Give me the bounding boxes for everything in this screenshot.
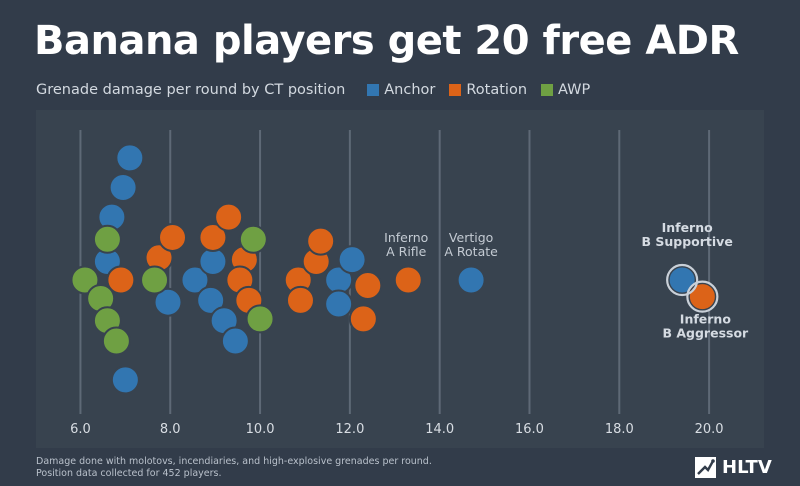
x-tick-label: 16.0 — [515, 422, 544, 437]
annotation-label: B Aggressor — [662, 326, 749, 341]
legend-item-awp: AWP — [541, 82, 590, 98]
point-anchor — [456, 265, 486, 295]
page-title: Banana players get 20 free ADR — [34, 18, 739, 64]
footnote-line-2: Position data collected for 452 players. — [36, 468, 222, 479]
point-awp — [101, 326, 131, 356]
point-anchor — [198, 247, 228, 276]
annotation-label: B Supportive — [641, 234, 732, 249]
x-tick-label: 18.0 — [605, 422, 634, 437]
legend-swatch-rotation — [449, 84, 462, 96]
point-anchor — [337, 245, 367, 275]
x-tick-label: 14.0 — [425, 422, 454, 437]
point-awp — [70, 265, 100, 295]
point-anchor — [196, 285, 226, 315]
brand-name: HLTV — [722, 457, 772, 478]
point-anchor — [153, 287, 183, 317]
highlight-ring — [686, 280, 719, 313]
legend-swatch-awp — [541, 84, 554, 96]
point-awp — [245, 304, 275, 334]
legend-item-anchor: Anchor — [367, 82, 435, 98]
point-rotation — [306, 226, 336, 256]
footnote-line-1: Damage done with molotovs, incendiaries,… — [36, 456, 432, 467]
point-awp — [140, 265, 170, 295]
annotation-label: Vertigo — [449, 230, 493, 245]
highlight-ring — [666, 263, 699, 297]
point-rotation — [353, 271, 383, 301]
point-rotation — [214, 202, 244, 232]
subtitle-row: Grenade damage per round by CT position … — [36, 80, 604, 100]
legend-item-rotation: Rotation — [449, 82, 527, 98]
point-anchor — [220, 326, 250, 356]
point-awp — [92, 224, 122, 254]
chart-panel: 6.0 8.0 10.0 12.0 14.0 16.0 18.0 20.0 Inferno A R… — [36, 110, 764, 448]
point-anchor — [324, 289, 354, 319]
point-anchor — [115, 143, 145, 173]
brand-logo: HLTV — [695, 457, 772, 478]
point-anchor — [667, 265, 697, 295]
annotation-label: A Rotate — [444, 244, 498, 259]
annotation-label: Inferno — [384, 230, 428, 245]
point-rotation — [348, 304, 378, 334]
x-tick-label: 8.0 — [160, 422, 181, 437]
x-tick-label: 10.0 — [246, 422, 275, 437]
point-rotation — [106, 265, 136, 295]
x-tick-label: 20.0 — [695, 422, 724, 437]
point-rotation — [687, 282, 717, 312]
x-tick-label: 12.0 — [335, 422, 364, 437]
point-awp — [238, 224, 268, 254]
annotation-label: Inferno — [662, 220, 714, 235]
x-tick-label: 6.0 — [70, 422, 91, 437]
point-anchor — [108, 173, 138, 202]
point-anchor — [180, 265, 210, 295]
point-rotation — [285, 285, 315, 315]
point-rotation — [158, 222, 188, 252]
chart-subtitle: Grenade damage per round by CT position — [36, 82, 346, 98]
legend-label-rotation: Rotation — [466, 82, 528, 98]
point-anchor — [110, 365, 140, 395]
legend-label-awp: AWP — [558, 82, 591, 98]
annotation-label: A Rifle — [386, 244, 427, 259]
hltv-logo-icon — [695, 457, 716, 478]
footnote: Damage done with molotovs, incendiaries,… — [36, 456, 432, 480]
annotation-label: Inferno — [680, 312, 732, 327]
point-rotation — [393, 265, 423, 295]
legend-label-anchor: Anchor — [384, 82, 436, 98]
point-rotation — [198, 222, 228, 252]
legend-swatch-anchor — [367, 84, 380, 96]
